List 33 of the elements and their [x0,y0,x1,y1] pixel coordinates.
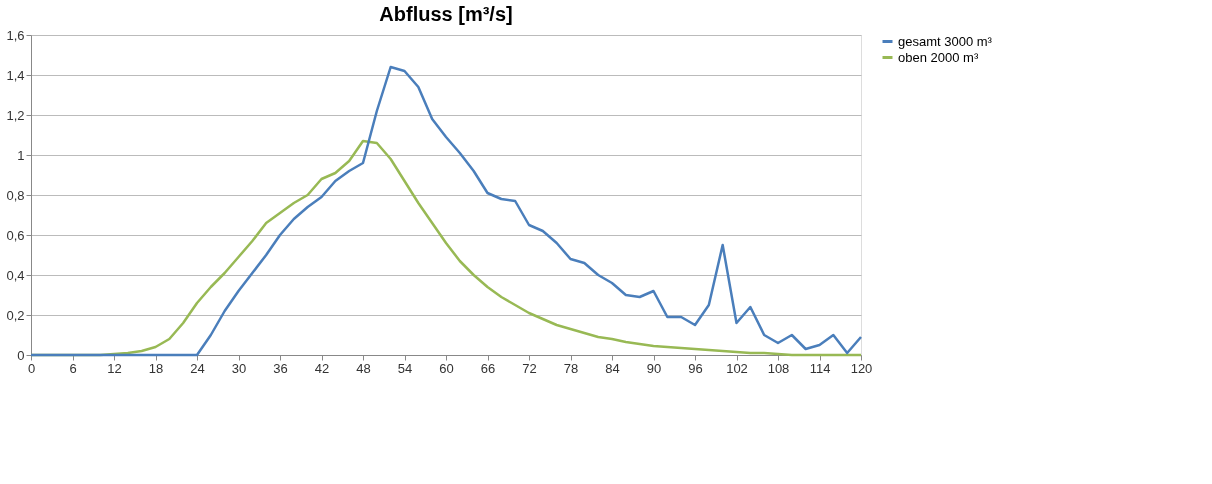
x-tick-label: 120 [850,360,873,376]
legend-label: gesamt 3000 m³ [898,33,993,49]
y-tick-label: 1 [17,147,25,163]
x-tick-label: 96 [688,360,703,376]
y-tick-label: 1,2 [6,107,25,123]
x-tick-label: 54 [397,360,413,376]
y-tick-label: 0,6 [6,227,25,243]
x-tick-label: 102 [726,360,748,376]
chart-title: Abfluss [m³/s] [379,3,513,25]
x-tick-label: 60 [439,360,454,376]
x-tick-label: 72 [522,360,537,376]
x-tick-label: 90 [646,360,662,376]
x-tick-label: 18 [148,360,164,376]
x-tick-label: 114 [809,360,831,376]
x-tick-label: 108 [767,360,790,376]
legend-label: oben 2000 m³ [898,49,979,65]
x-tick-label: 42 [314,360,330,376]
x-tick-label: 48 [356,360,371,376]
x-tick-label: 0 [27,360,36,376]
x-tick-label: 78 [563,360,579,376]
y-tick-label: 0 [17,347,25,363]
y-tick-label: 0,8 [6,187,25,203]
x-tick-label: 30 [231,360,247,376]
y-tick-label: 0,4 [6,267,25,283]
y-tick-label: 1,6 [6,27,25,43]
x-tick-label: 24 [190,360,205,376]
x-tick-label: 6 [69,360,77,376]
x-tick-label: 66 [480,360,496,376]
x-tick-label: 36 [273,360,288,376]
y-tick-label: 0,2 [6,307,25,323]
x-tick-label: 12 [107,360,122,376]
x-tick-label: 84 [605,360,620,376]
y-tick-label: 1,4 [6,67,25,83]
